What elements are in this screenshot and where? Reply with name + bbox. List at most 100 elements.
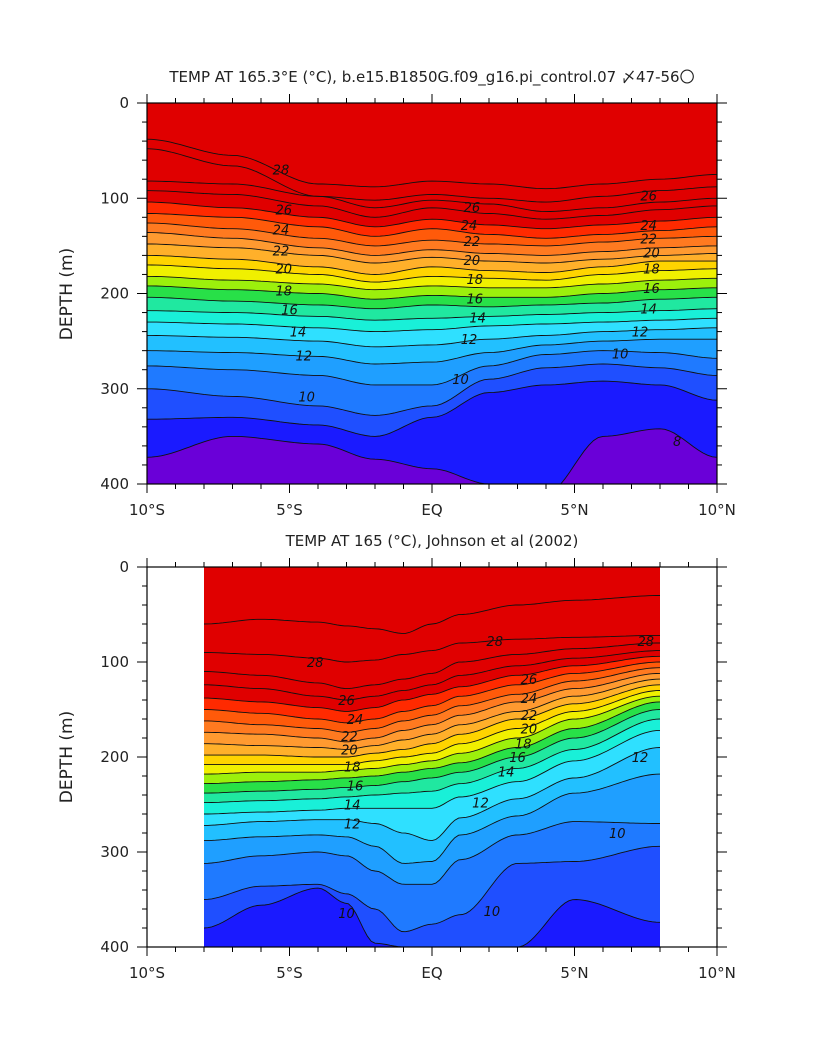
- x-tick-label: 10°N: [698, 964, 736, 982]
- contour-label: 18: [344, 761, 361, 776]
- panel-top-title: TEMP AT 165.3°E (°C), b.e15.B1850G.f09_g…: [168, 68, 694, 87]
- contour-label: 10: [609, 827, 626, 842]
- contour-label: 12: [295, 349, 312, 364]
- contour-line-21: [147, 243, 717, 264]
- contour-label: 22: [464, 235, 481, 250]
- contour-line-25: [147, 201, 717, 230]
- contour-label: 20: [341, 743, 358, 758]
- panel-top-model: TEMP AT 165.3°E (°C), b.e15.B1850G.f09_g…: [57, 68, 736, 519]
- contour-line-21: [204, 678, 660, 750]
- contour-line-13: [147, 327, 717, 348]
- contour-line-18: [204, 695, 660, 775]
- contour-label: 28: [637, 635, 654, 650]
- contour-label: 16: [347, 780, 364, 795]
- contour-label: 28: [486, 635, 503, 650]
- contour-line-29: [147, 138, 717, 190]
- contour-label: 26: [276, 204, 293, 219]
- contour-label: 10: [298, 390, 315, 405]
- contour-line-10: [204, 845, 660, 933]
- panel-bottom-observations: TEMP AT 165 (°C), Johnson et al (2002) D…: [57, 532, 736, 982]
- y-tick-label: 0: [119, 94, 129, 112]
- contour-label: 18: [276, 285, 293, 300]
- panel-top-plot: 2826242220181614121026242220181614121026…: [100, 94, 736, 519]
- contour-line-22: [147, 232, 717, 256]
- contour-line-13: [204, 747, 660, 842]
- x-tick-label: 5°N: [560, 964, 588, 982]
- contour-line-25: [204, 655, 660, 712]
- contour-label: 18: [466, 273, 483, 288]
- contour-label: 12: [461, 333, 478, 348]
- contour-line-27: [147, 180, 717, 213]
- contour-label: 20: [521, 723, 538, 738]
- y-tick-label: 300: [100, 380, 129, 398]
- contour-line-27: [204, 642, 660, 690]
- y-tick-label: 100: [100, 189, 129, 207]
- y-tick-label: 400: [100, 938, 129, 956]
- contour-label: 12: [632, 326, 649, 341]
- panel-top-ylabel: DEPTH (m): [57, 248, 77, 340]
- contour-label: 14: [498, 765, 515, 780]
- y-tick-label: 100: [100, 653, 129, 671]
- contour-line-14: [147, 317, 717, 333]
- contour-label: 12: [632, 751, 649, 766]
- contour-label: 14: [344, 799, 361, 814]
- contour-label: 22: [521, 709, 538, 724]
- contour-line-23: [147, 222, 717, 247]
- contour-label: 12: [472, 797, 489, 812]
- contour-label: 22: [341, 730, 358, 745]
- contour-label: 18: [643, 263, 660, 278]
- contour-line-11: [147, 350, 717, 386]
- contour-line-9: [204, 887, 660, 947]
- contour-label: 20: [276, 263, 293, 278]
- contour-label: 20: [464, 254, 481, 269]
- contour-line-10: [147, 363, 717, 416]
- contour-line-28: [147, 148, 717, 203]
- contour-label: 16: [281, 304, 298, 319]
- panel-bottom-ylabel: DEPTH (m): [57, 711, 77, 803]
- contour-line-28: [204, 634, 660, 663]
- contour-line-14: [204, 729, 660, 815]
- contour-label: 22: [273, 245, 290, 260]
- y-tick-label: 200: [100, 748, 129, 766]
- contour-label: 10: [338, 907, 355, 922]
- contour-label: 24: [521, 692, 538, 707]
- panel-bottom-title: TEMP AT 165 (°C), Johnson et al (2002): [285, 532, 579, 550]
- contour-line-8: [147, 428, 717, 484]
- contour-label: 28: [307, 656, 324, 671]
- contour-label: 28: [273, 164, 290, 179]
- contour-label: 14: [640, 303, 657, 318]
- contour-line-11: [204, 821, 660, 885]
- contour-label: 24: [640, 219, 657, 234]
- contour-line-17: [204, 701, 660, 785]
- contour-line-22: [204, 672, 660, 743]
- contour-label: 26: [640, 189, 657, 204]
- contour-line-29: [204, 595, 660, 634]
- contour-line-15: [204, 718, 660, 804]
- contour-line-15: [147, 308, 717, 321]
- contour-line-18: [147, 275, 717, 291]
- contour-label: 24: [273, 224, 290, 239]
- x-tick-label: 10°N: [698, 501, 736, 519]
- panel-bottom-plot: 2826242220181614121028262422201816141210…: [100, 558, 736, 982]
- contour-line-20: [147, 254, 717, 275]
- contour-line-19: [204, 690, 660, 766]
- contour-label: 8: [673, 435, 681, 450]
- contour-line-26: [147, 190, 717, 220]
- contour-label: 20: [643, 247, 660, 262]
- contour-line-20: [204, 684, 660, 758]
- contour-line-16: [204, 709, 660, 794]
- contour-label: 14: [469, 311, 486, 326]
- y-tick-label: 400: [100, 475, 129, 493]
- contour-label: 16: [466, 292, 483, 307]
- contour-line-12: [147, 338, 717, 365]
- contour-label: 10: [484, 905, 501, 920]
- x-tick-label: 5°S: [276, 501, 303, 519]
- contour-label: 10: [452, 373, 469, 388]
- contour-line-24: [204, 661, 660, 724]
- contour-label: 26: [464, 201, 481, 216]
- contour-line-9: [147, 380, 717, 437]
- x-tick-label: 10°S: [129, 501, 165, 519]
- contour-label: 24: [461, 219, 478, 234]
- x-tick-label: 5°S: [276, 964, 303, 982]
